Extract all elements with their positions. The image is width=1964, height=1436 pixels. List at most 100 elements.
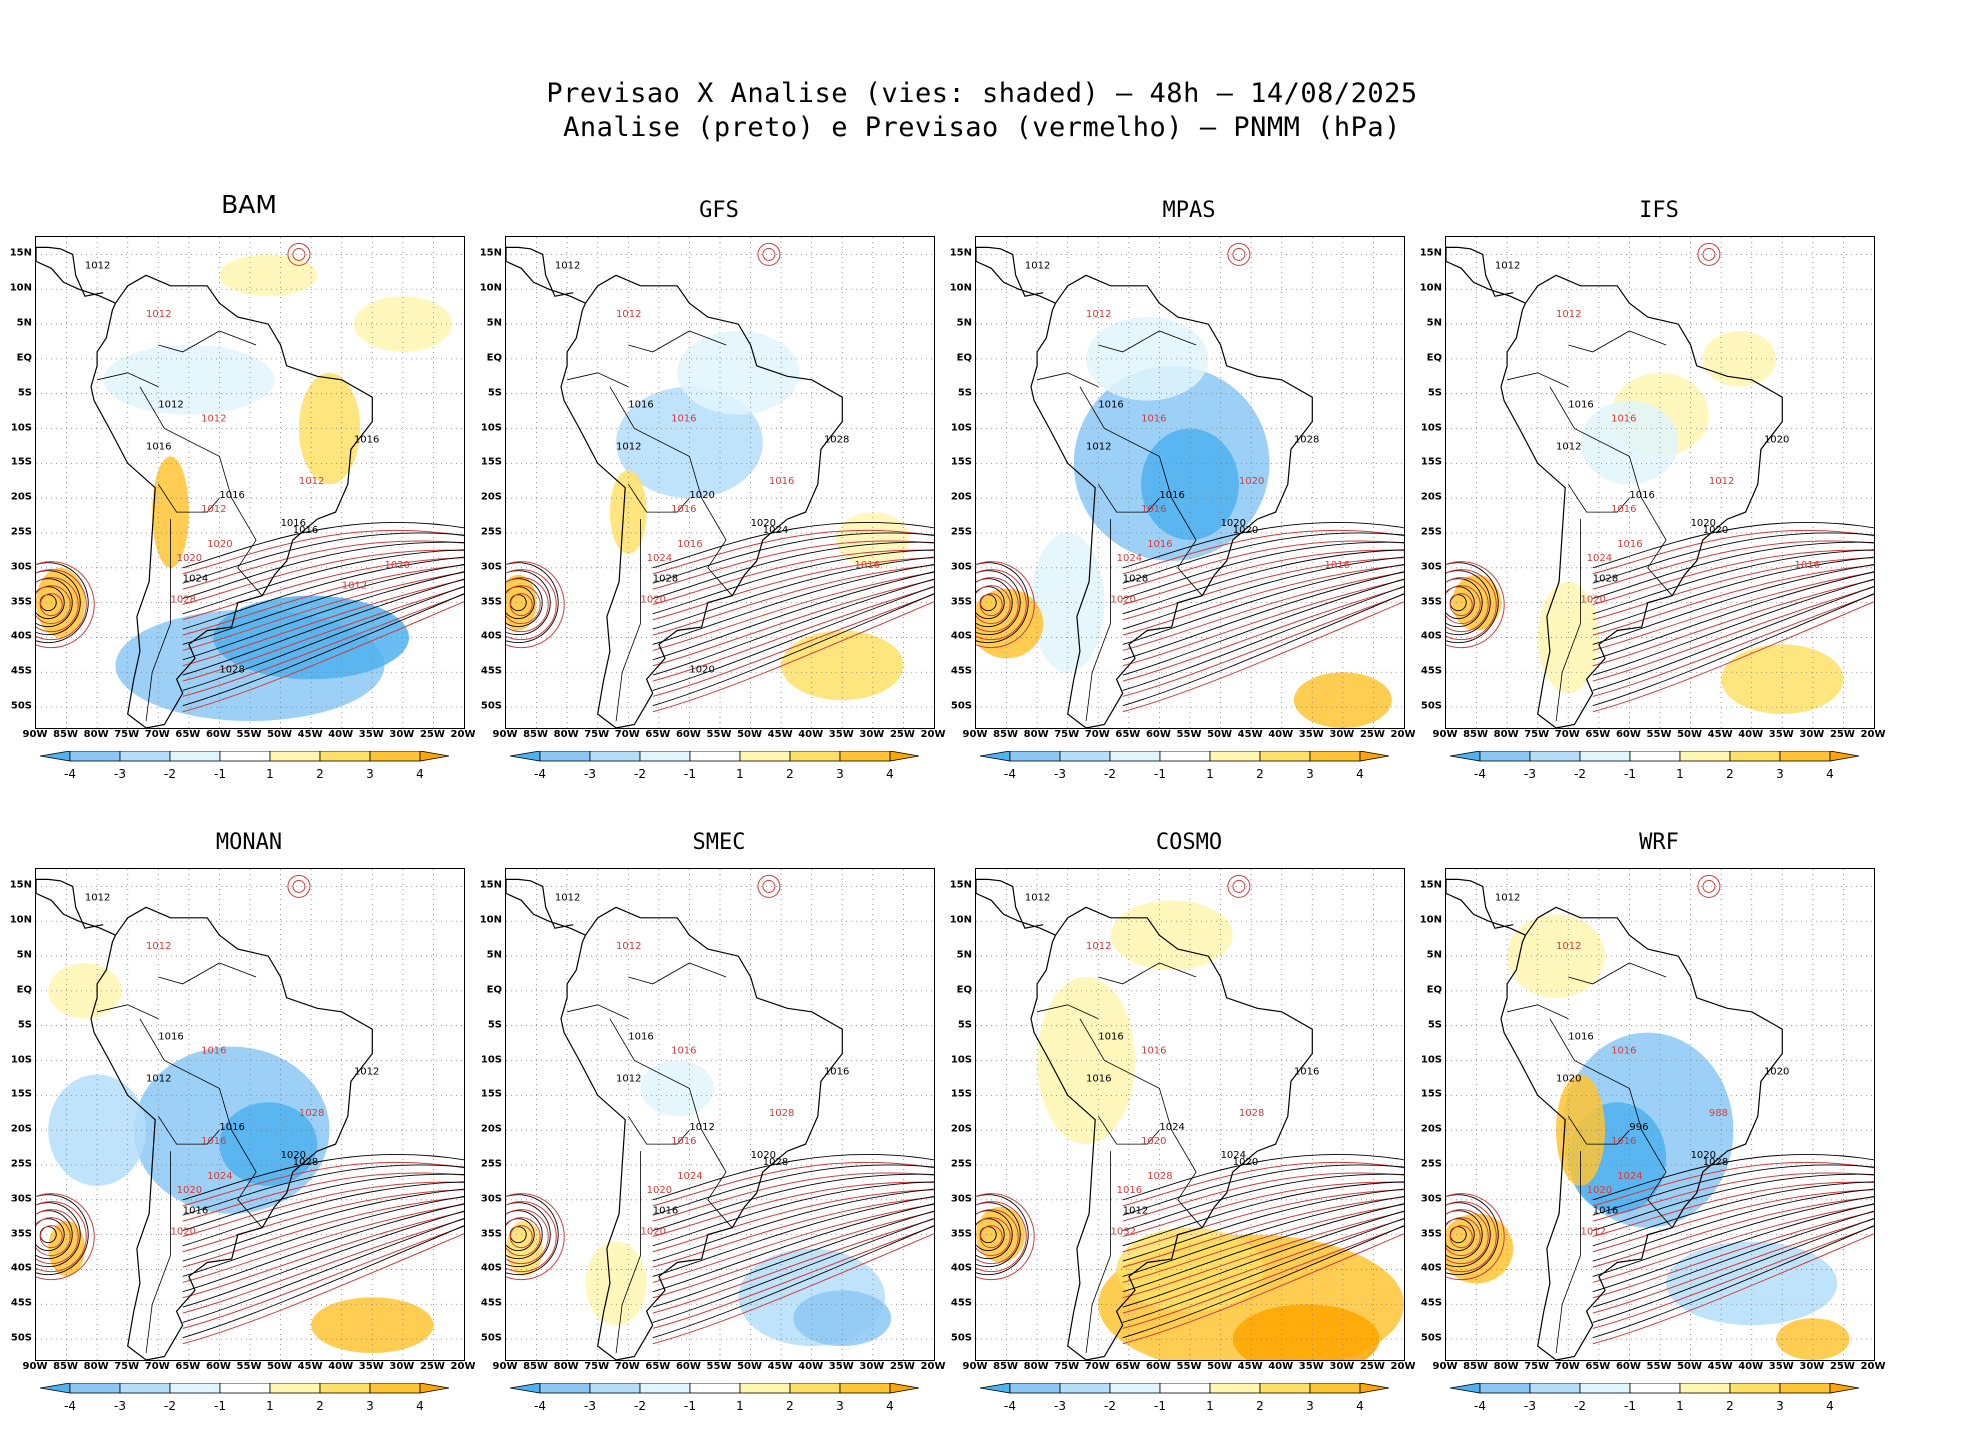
lon-tick-label: 35W: [1768, 1361, 1794, 1372]
forecast-isobar: [36, 569, 87, 641]
forecast-isobar: [1122, 549, 1404, 605]
analysis-isobar: [976, 1218, 1005, 1252]
lat-tick-label: 15S: [1420, 1088, 1442, 1100]
central-america-coastline: [506, 246, 586, 304]
forecast-isobar: [652, 1181, 934, 1237]
forecast-isobar: [1122, 540, 1404, 590]
isobar-value-label: 1020: [177, 553, 202, 564]
panel-title: WRF: [1639, 830, 1679, 855]
forecast-isobar: [652, 1161, 934, 1207]
map-area: 1012 1012 1016 1016 1012 1016 1020 1024 1028 1020…: [35, 868, 465, 1361]
lon-tick-label: 75W: [114, 729, 140, 740]
lat-tick-label: 5N: [1426, 949, 1442, 961]
isobar-value-label: 1012: [1086, 441, 1111, 452]
colorbar-tick-label: 3: [1776, 1399, 1784, 1413]
lat-tick-label: 10N: [1419, 914, 1442, 926]
forecast-isobar: [1592, 1161, 1874, 1207]
forecast-isobar: [762, 247, 776, 261]
bias-shading: [585, 1241, 647, 1326]
lon-tick-label: 40W: [798, 729, 824, 740]
colorbar-tick-label: 4: [1356, 767, 1364, 781]
lon-tick-label: 40W: [1268, 1361, 1294, 1372]
colorbar-tick-label: 4: [886, 1399, 894, 1413]
isobar-value-label: 1016: [158, 1032, 183, 1043]
central-america-coastline: [1446, 246, 1526, 304]
colorbar-tick-label: -2: [634, 1399, 646, 1413]
isobar-value-label: 1016: [146, 441, 171, 452]
isobar-value-label: 1020: [1239, 476, 1264, 487]
lon-tick-label: 70W: [1084, 1361, 1110, 1372]
forecast-isobar: [182, 1161, 464, 1207]
lat-tick-label: 40S: [950, 1262, 972, 1274]
analysis-isobar: [182, 585, 464, 691]
isobar-value-label: 1016: [281, 518, 306, 529]
colorbar-tick-label: -1: [214, 767, 226, 781]
colorbar-tick-label: -2: [164, 767, 176, 781]
colorbar-segment: [1209, 1383, 1261, 1394]
bias-shading: [48, 963, 122, 1019]
colorbar-segment: [1529, 751, 1581, 762]
colorbar-tick-label: 1: [1206, 767, 1214, 781]
isobar-value-label: 1020: [207, 539, 232, 550]
forecast-isobar: [36, 577, 79, 633]
country-border: [1079, 386, 1203, 596]
south-america-coastline: [1030, 274, 1313, 728]
lon-tick-label: 40W: [1268, 729, 1294, 740]
isobar-value-label: 1028: [1239, 1108, 1264, 1119]
analysis-isobar: [1592, 1210, 1874, 1308]
lon-tick-label: 65W: [175, 729, 201, 740]
forecast-isobar: [1702, 879, 1716, 893]
isobar-value-label: 1024: [1117, 553, 1142, 564]
country-border: [1549, 1018, 1673, 1228]
lat-tick-label: 40S: [480, 630, 502, 642]
forecast-isobar: [509, 1225, 533, 1249]
country-border: [1037, 372, 1099, 388]
lon-tick-label: 25W: [889, 729, 915, 740]
lon-tick-label: 30W: [1799, 1361, 1825, 1372]
isobar-value-label: 996: [1629, 1122, 1648, 1133]
map-area: 1012 1012 1016 1016 1012 1016 1020 1016 1020 1024…: [1445, 236, 1875, 729]
isobar-value-label: 1016: [1294, 1066, 1319, 1077]
lat-tick-label: 40S: [10, 1262, 32, 1274]
analysis-isobar: [1592, 571, 1874, 661]
colorbar-segment: [839, 751, 891, 762]
colorbar-tick-label: -3: [1054, 767, 1066, 781]
forecast-isobar: [1592, 529, 1874, 575]
colorbar-segment: [369, 751, 421, 762]
analysis-isobar: [1122, 532, 1404, 584]
analysis-isobar: [1122, 1188, 1404, 1262]
colorbar-segment: [639, 1383, 691, 1394]
isobar-value-label: 1012: [85, 260, 110, 271]
isobar-value-label: 1012: [1086, 941, 1111, 952]
forecast-isobar: [1592, 1172, 1874, 1222]
lon-tick-label: 20W: [1390, 729, 1416, 740]
lat-tick-label: 10S: [10, 422, 32, 434]
analysis-isobar: [36, 1202, 81, 1268]
colorbar-segment: [1159, 751, 1211, 762]
colorbar-tick-label: -2: [1574, 767, 1586, 781]
lon-tick-label: 70W: [614, 729, 640, 740]
isobar-value-label: 1012: [201, 414, 226, 425]
colorbar-segment: [1479, 1383, 1531, 1394]
forecast-isobar: [39, 1225, 63, 1249]
lat-tick-label: 10S: [10, 1054, 32, 1066]
isobar-value-label: 1012: [85, 892, 110, 903]
isobar-value-label: 1016: [653, 1206, 678, 1217]
map-panel-bam: BAM 15N 10N 5N EQ 5S 10S 15S 20S 25S 30S 35S 40S 45S 5…: [0, 190, 476, 788]
lon-tick-label: 55W: [236, 1361, 262, 1372]
lat-tick-label: 15S: [480, 456, 502, 468]
isobar-value-label: 1012: [1556, 309, 1581, 320]
lon-tick-label: 60W: [1145, 1361, 1171, 1372]
lon-tick-label: 40W: [798, 1361, 824, 1372]
lon-tick-label: 45W: [297, 1361, 323, 1372]
colorbar-arrow-high: [889, 751, 920, 762]
forecast-isobar: [1446, 1201, 1497, 1273]
colorbar-segment: [539, 751, 591, 762]
lon-tick-label: 60W: [675, 729, 701, 740]
analysis-isobar: [1122, 521, 1404, 569]
lat-tick-label: 20S: [480, 491, 502, 503]
lon-tick-label: 90W: [22, 729, 48, 740]
lat-tick-label: 5S: [487, 387, 502, 399]
isobar-value-label: 1024: [183, 574, 208, 585]
lon-tick-label: 85W: [993, 1361, 1019, 1372]
